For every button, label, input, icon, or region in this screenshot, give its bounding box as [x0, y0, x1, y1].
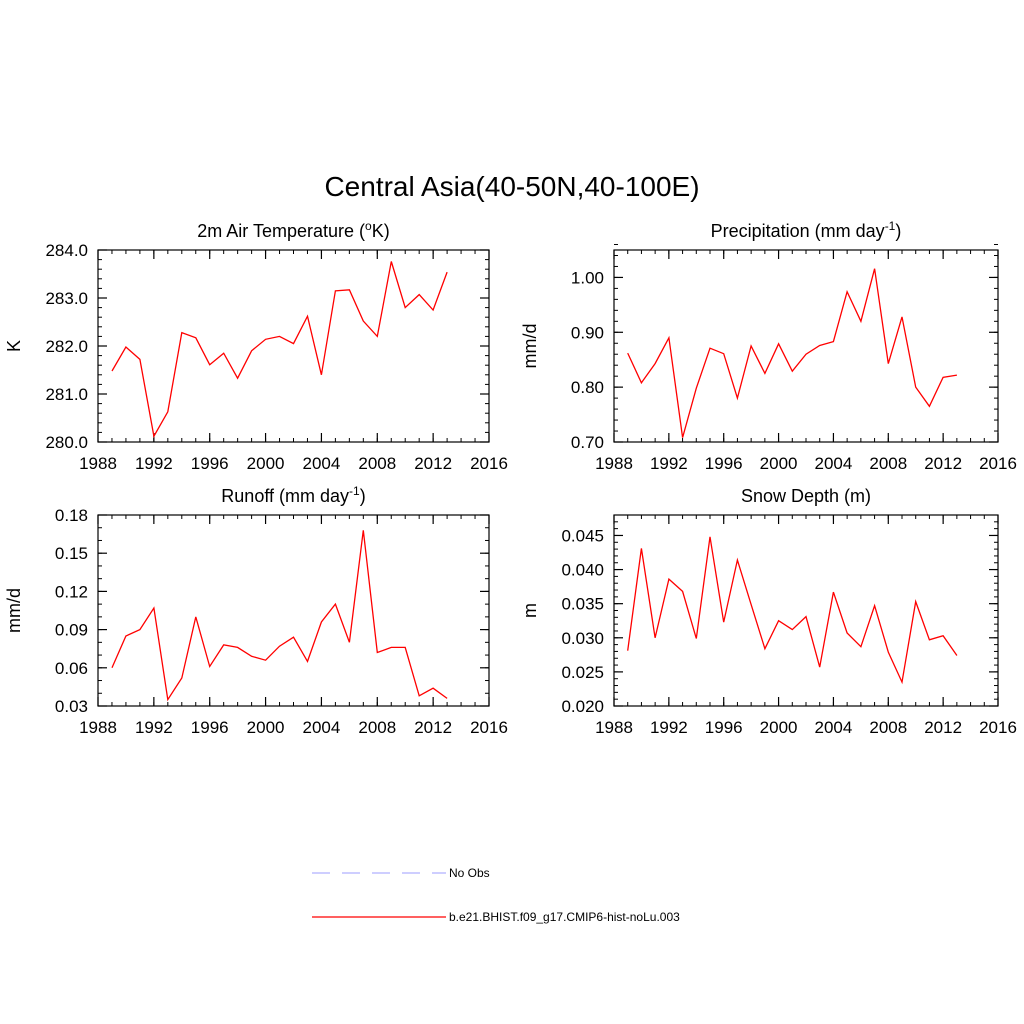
x-tick-label: 2016 — [470, 718, 508, 737]
legend-label: b.e21.BHIST.f09_g17.CMIP6-hist-noLu.003 — [449, 910, 680, 924]
panel-title-superscript: o — [365, 219, 372, 233]
y-tick-label: 0.06 — [55, 659, 88, 678]
panel-title-main: Precipitation (mm day — [711, 221, 885, 241]
panel-title-suffix: ) — [360, 486, 366, 506]
y-tick-label: 1.00 — [571, 268, 604, 287]
x-tick-label: 2000 — [247, 454, 285, 473]
y-axis-label: mm/d — [520, 324, 540, 369]
panel-title: Snow Depth (m) — [741, 486, 871, 506]
plot-frame — [613, 249, 999, 443]
x-tick-label: 1992 — [135, 718, 173, 737]
main-title: Central Asia(40-50N,40-100E) — [324, 171, 699, 202]
y-tick-label: 0.025 — [561, 663, 604, 682]
x-tick-label: 1988 — [79, 454, 117, 473]
x-tick-label: 2008 — [358, 454, 396, 473]
x-tick-label: 1992 — [650, 718, 688, 737]
chart-panel-2: 1988 1992 1996 2000 2004 2008 2012 2016 0.70 0.80… — [520, 219, 1017, 473]
panels: 1988 1992 1996 2000 2004 2008 2012 2016 280.0 281… — [4, 219, 1017, 737]
x-tick-label: 2008 — [869, 718, 907, 737]
plot-frame — [613, 514, 999, 707]
legend: No Obs b.e21.BHIST.f09_g17.CMIP6-hist-noL… — [312, 866, 680, 924]
y-tick-label: 0.020 — [561, 697, 604, 716]
x-tick-label: 1996 — [191, 718, 229, 737]
x-tick-label: 2012 — [414, 454, 452, 473]
x-tick-label: 1996 — [705, 454, 743, 473]
x-tick-label: 2000 — [760, 454, 798, 473]
panel-title-main: Runoff (mm day — [221, 486, 349, 506]
y-tick-label: 282.0 — [45, 337, 88, 356]
y-tick-label: 0.70 — [571, 433, 604, 452]
panel-title-main: Snow Depth (m) — [741, 486, 871, 506]
y-tick-label: 0.90 — [571, 323, 604, 342]
x-tick-label: 1988 — [595, 718, 633, 737]
x-tick-label: 1992 — [650, 454, 688, 473]
y-tick-label: 283.0 — [45, 289, 88, 308]
x-tick-label: 2012 — [924, 454, 962, 473]
series-line — [111, 261, 448, 439]
x-tick-label: 2012 — [924, 718, 962, 737]
y-tick-label: 0.15 — [55, 544, 88, 563]
x-tick-label: 2000 — [760, 718, 798, 737]
y-axis-label: mm/d — [4, 588, 24, 633]
x-tick-label: 1988 — [595, 454, 633, 473]
y-tick-label: 284.0 — [45, 241, 88, 260]
panel-title-superscript: -1 — [885, 219, 896, 233]
panel-title-superscript: -1 — [349, 484, 360, 498]
plot-frame — [97, 249, 490, 443]
x-tick-label: 2004 — [303, 718, 341, 737]
panel-title: Runoff (mm day-1) — [221, 484, 365, 506]
x-tick-label: 2004 — [303, 454, 341, 473]
panel-title: 2m Air Temperature (oK) — [197, 219, 389, 241]
y-tick-label: 0.09 — [55, 621, 88, 640]
x-tick-label: 2016 — [979, 718, 1017, 737]
y-tick-label: 0.80 — [571, 378, 604, 397]
chart-panel-1: 1988 1992 1996 2000 2004 2008 2012 2016 280.0 281… — [4, 219, 508, 473]
legend-label: No Obs — [449, 866, 490, 880]
series-line — [627, 536, 958, 685]
y-tick-label: 0.030 — [561, 629, 604, 648]
legend-entry-2: b.e21.BHIST.f09_g17.CMIP6-hist-noLu.003 — [312, 910, 680, 924]
x-tick-label: 1996 — [191, 454, 229, 473]
y-tick-label: 0.18 — [55, 506, 88, 525]
series-line — [111, 530, 448, 702]
y-tick-label: 0.12 — [55, 582, 88, 601]
x-tick-label: 2016 — [979, 454, 1017, 473]
x-tick-label: 2004 — [815, 454, 853, 473]
y-axis-label: K — [4, 340, 24, 352]
x-tick-label: 2012 — [414, 718, 452, 737]
y-tick-label: 281.0 — [45, 385, 88, 404]
x-tick-label: 2000 — [247, 718, 285, 737]
panel-title-main: 2m Air Temperature ( — [197, 221, 365, 241]
series-line — [627, 268, 958, 438]
x-tick-label: 1988 — [79, 718, 117, 737]
plot-frame — [97, 514, 490, 707]
y-tick-label: 280.0 — [45, 433, 88, 452]
x-tick-label: 1996 — [705, 718, 743, 737]
panel-title: Precipitation (mm day-1) — [711, 219, 902, 241]
y-tick-label: 0.045 — [561, 526, 604, 545]
x-tick-label: 2004 — [815, 718, 853, 737]
chart-panel-3: 1988 1992 1996 2000 2004 2008 2012 2016 0.03 0.06… — [4, 484, 508, 737]
panel-title-suffix: K) — [372, 221, 390, 241]
x-tick-label: 2008 — [358, 718, 396, 737]
y-tick-label: 0.040 — [561, 561, 604, 580]
x-tick-label: 1992 — [135, 454, 173, 473]
y-tick-label: 0.03 — [55, 697, 88, 716]
legend-entry-1: No Obs — [312, 866, 490, 880]
chart-panel-4: 1988 1992 1996 2000 2004 2008 2012 2016 0.020 0.0… — [520, 486, 1017, 737]
y-axis-label: m — [520, 603, 540, 618]
panel-title-suffix: ) — [895, 221, 901, 241]
x-tick-label: 2008 — [869, 454, 907, 473]
x-tick-label: 2016 — [470, 454, 508, 473]
y-tick-label: 0.035 — [561, 595, 604, 614]
